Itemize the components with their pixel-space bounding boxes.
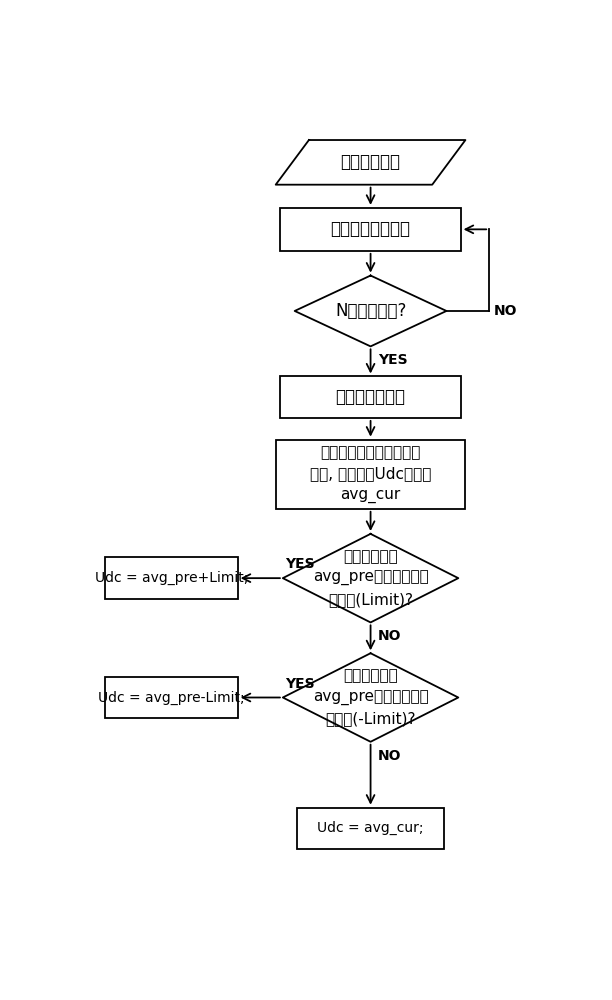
- Text: Udc = avg_pre-Limit;: Udc = avg_pre-Limit;: [98, 690, 245, 705]
- Text: NO: NO: [378, 629, 401, 643]
- Bar: [297, 808, 444, 849]
- Bar: [105, 677, 238, 718]
- Text: N次存储完成?: N次存储完成?: [335, 302, 406, 320]
- Bar: [280, 208, 461, 251]
- Text: Udc = avg_pre+Limit;: Udc = avg_pre+Limit;: [95, 571, 248, 585]
- Text: 与上次处理值
avg_pre比较是否大于
限幅值(Limit)?: 与上次处理值 avg_pre比较是否大于 限幅值(Limit)?: [313, 549, 428, 607]
- Bar: [280, 376, 461, 418]
- Text: YES: YES: [285, 557, 315, 571]
- Text: 与上次处理值
avg_pre比较是否小于
限幅值(-Limit)?: 与上次处理值 avg_pre比较是否小于 限幅值(-Limit)?: [313, 668, 428, 727]
- Text: NO: NO: [378, 749, 401, 763]
- Bar: [276, 440, 466, 509]
- Text: 采样值大小排序: 采样值大小排序: [335, 388, 406, 406]
- Text: Udc = avg_cur;: Udc = avg_cur;: [317, 821, 424, 835]
- Text: NO: NO: [494, 304, 517, 318]
- Text: YES: YES: [285, 677, 315, 691]
- Text: 母线采集电压存储: 母线采集电压存储: [330, 220, 411, 238]
- Text: 滤波算法开始: 滤波算法开始: [340, 153, 401, 171]
- Text: 计算大小处于中间值的平
均值, 作为本次Udc处理值
avg_cur: 计算大小处于中间值的平 均值, 作为本次Udc处理值 avg_cur: [310, 445, 431, 503]
- Bar: [105, 557, 238, 599]
- Text: YES: YES: [378, 353, 408, 367]
